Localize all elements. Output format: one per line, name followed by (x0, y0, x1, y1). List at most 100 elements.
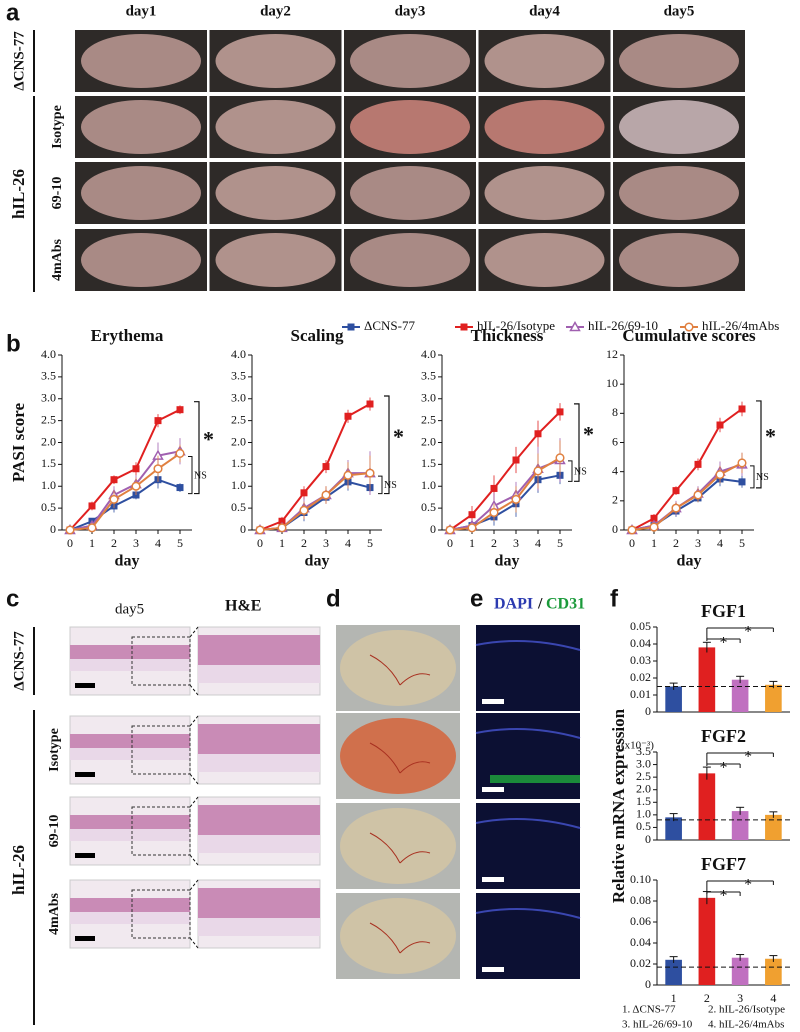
y-tick-label: 2.0 (421, 434, 436, 448)
marker (365, 468, 375, 478)
column-header: day1 (126, 3, 157, 19)
y-tick-label: 0.08 (630, 893, 651, 907)
bar (665, 686, 682, 712)
y-tick-label: 0.04 (630, 935, 651, 949)
legend-label: hIL-26/Isotype (477, 318, 555, 333)
skin (350, 100, 470, 154)
y-tick-label: 3.5 (41, 369, 56, 383)
x-axis-label: day (115, 553, 140, 570)
marker (555, 453, 565, 463)
series-line (69, 450, 181, 531)
bar (731, 679, 749, 712)
x-tick-label: 3 (323, 536, 329, 550)
y-tick-label: 0.02 (630, 956, 651, 970)
chart-title: FGF2 (701, 726, 746, 746)
x-tick-label: 3 (737, 991, 743, 1005)
marker (109, 494, 119, 504)
marker (322, 463, 330, 471)
zoom-box (131, 889, 191, 939)
x-axis-label: day (677, 553, 702, 570)
skin-underside (340, 898, 456, 974)
ns-bracket (750, 465, 755, 489)
significance-bracket (384, 395, 390, 495)
marker (87, 523, 97, 533)
column-header: day2 (260, 3, 291, 19)
y-axis-label: Relative mRNA expression (609, 708, 628, 903)
x-tick-label: 2 (704, 991, 710, 1005)
y-tick-label: 0.03 (630, 653, 651, 667)
dermis (198, 918, 320, 936)
legend-marker (460, 323, 468, 331)
y-tick-label: 0.5 (636, 819, 651, 833)
zoom-box (131, 725, 191, 775)
fluorescence (476, 713, 580, 799)
y-tick-label: 2.5 (41, 412, 56, 426)
scale-bar (482, 787, 504, 792)
row-label: 69-10 (47, 815, 62, 848)
y-tick-label: 0 (50, 522, 56, 536)
row-label: Isotype (50, 105, 65, 149)
zoom-line (189, 796, 199, 808)
skin (484, 166, 605, 220)
panel-title: CD31 (546, 596, 585, 613)
y-tick-label: 4.0 (421, 347, 436, 361)
skin (215, 34, 336, 88)
x-tick-label: 0 (257, 536, 263, 550)
scale-bar (75, 936, 95, 941)
legend-label: hIL-26/69-10 (588, 318, 658, 333)
skin (81, 34, 201, 88)
column-header: day5 (664, 3, 695, 19)
x-tick-label: 4 (535, 536, 541, 550)
y-tick-label: 10 (606, 376, 618, 390)
x-tick-label: 3 (513, 536, 519, 550)
y-tick-label: 2 (612, 493, 618, 507)
x-tick-label: 1 (279, 536, 285, 550)
marker (88, 502, 96, 510)
marker (671, 503, 681, 513)
ns-label: NS (384, 480, 397, 491)
y-tick-label: 0 (240, 522, 246, 536)
marker (738, 478, 746, 486)
skin (619, 233, 739, 287)
y-tick-label: 4.0 (41, 347, 56, 361)
chart-title: Thickness (471, 326, 544, 345)
scale-bar (482, 699, 504, 704)
dermis (70, 829, 190, 841)
bar (765, 814, 782, 840)
epidermis (70, 815, 190, 829)
scale-bar (75, 853, 95, 858)
vessel (369, 922, 431, 954)
ns-bracket (568, 460, 573, 482)
marker (716, 421, 724, 429)
y-tick-label: 0.05 (630, 619, 651, 633)
series-line (69, 408, 181, 531)
marker (533, 466, 543, 476)
significance-bracket (574, 403, 580, 482)
marker (175, 448, 185, 458)
row-label: Isotype (47, 728, 62, 772)
y-tick-label: 12 (606, 347, 618, 361)
footnote: 4. hIL-26/4mAbs (708, 1019, 784, 1031)
panel-label: b (6, 330, 21, 357)
x-tick-label: 4 (155, 536, 161, 550)
skin (484, 233, 605, 287)
x-tick-label: 4 (717, 536, 723, 550)
significance: * (765, 423, 776, 448)
bar (698, 647, 716, 712)
scale-bar (482, 967, 504, 972)
marker (512, 456, 520, 464)
marker (321, 490, 331, 500)
x-tick-label: 1 (89, 536, 95, 550)
column-header: day4 (529, 3, 560, 19)
significance: * (583, 422, 594, 447)
x-tick-label: 3 (133, 536, 139, 550)
y-axis-label: PASI score (9, 402, 28, 482)
significance-bracket (756, 400, 762, 489)
footnote: 1. ΔCNS-77 (622, 1004, 676, 1016)
significance: * (744, 624, 752, 641)
skin (215, 166, 336, 220)
x-tick-label: 5 (739, 536, 745, 550)
marker (489, 507, 499, 518)
x-tick-label: 2 (301, 536, 307, 550)
